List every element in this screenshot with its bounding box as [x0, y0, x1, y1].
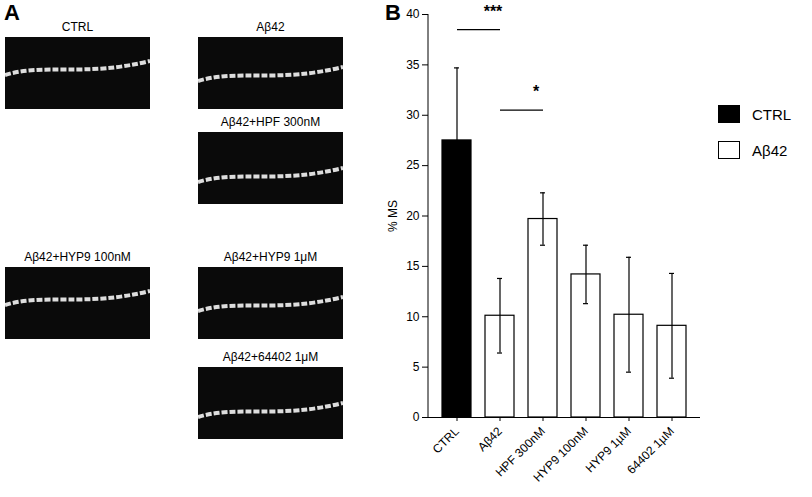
html-text:Aβ42+HYP9 100nM: Aβ42+HYP9 100nM [24, 250, 131, 264]
html-text:Aβ42: Aβ42 [752, 141, 788, 159]
svg-text:HPF 300nM: HPF 300nM [492, 424, 548, 480]
svg-text:***: *** [484, 3, 503, 20]
svg-text:10: 10 [406, 310, 420, 324]
html-text:Aβ42: Aβ42 [256, 20, 285, 34]
html-text:A: A [4, 0, 20, 25]
svg-text:35: 35 [406, 58, 420, 72]
svg-text:*: * [533, 83, 540, 100]
html-text:Aβ42+64402 1μM: Aβ42+64402 1μM [222, 350, 319, 364]
svg-text:15: 15 [406, 259, 420, 273]
html-text:Aβ42+HPF 300nM: Aβ42+HPF 300nM [220, 115, 321, 129]
svg-text:25: 25 [406, 158, 420, 172]
html-text:B: B [385, 0, 401, 25]
svg-text:HYP9 1µM: HYP9 1µM [582, 424, 634, 476]
svg-text:HYP9 100nM: HYP9 100nM [530, 424, 590, 484]
html-text:CTRL: CTRL [752, 105, 792, 123]
svg-text:5: 5 [413, 360, 420, 374]
svg-text:0: 0 [413, 410, 420, 424]
svg-text:20: 20 [406, 209, 420, 223]
svg-text:40: 40 [406, 7, 420, 21]
svg-text:CTRL: CTRL [430, 424, 462, 456]
html-text:CTRL: CTRL [61, 20, 94, 34]
svg-text:64402 1µM: 64402 1µM [624, 424, 677, 477]
svg-text:% MS: % MS [386, 200, 400, 232]
html-text:Aβ42+HYP9 1μM: Aβ42+HYP9 1μM [223, 250, 318, 264]
svg-text:Aβ42: Aβ42 [475, 424, 505, 454]
svg-text:30: 30 [406, 108, 420, 122]
